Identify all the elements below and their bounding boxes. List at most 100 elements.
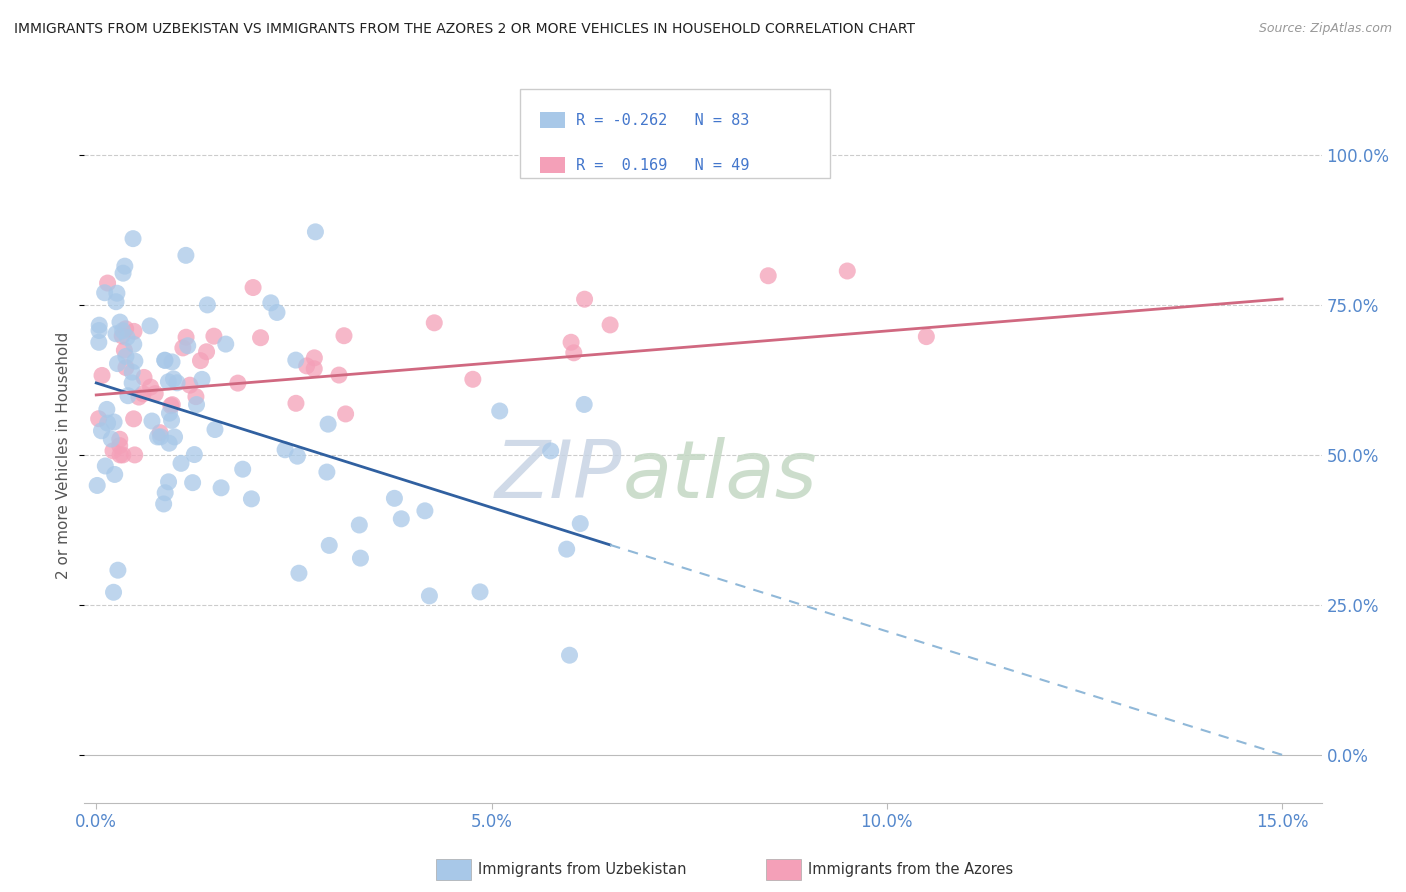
- Point: [160, 399, 183, 413]
- Point: [112, 266, 135, 280]
- Point: [143, 386, 166, 401]
- Point: [240, 491, 263, 506]
- Point: [157, 475, 180, 489]
- Point: [215, 337, 238, 351]
- Text: ZIP: ZIP: [495, 437, 623, 515]
- Point: [107, 357, 129, 371]
- Point: [335, 407, 357, 421]
- Point: [202, 329, 225, 343]
- Point: [555, 542, 578, 557]
- Point: [111, 329, 134, 343]
- Point: [418, 589, 440, 603]
- Point: [569, 516, 592, 531]
- Point: [111, 448, 134, 462]
- Point: [266, 305, 288, 319]
- Point: [124, 448, 146, 462]
- Point: [132, 370, 155, 384]
- Point: [209, 481, 232, 495]
- Point: [112, 343, 135, 358]
- Point: [572, 397, 595, 411]
- Point: [284, 396, 307, 410]
- Point: [461, 372, 484, 386]
- Point: [177, 339, 200, 353]
- Point: [103, 415, 125, 429]
- Point: [423, 316, 446, 330]
- Point: [284, 353, 307, 368]
- Point: [153, 485, 176, 500]
- Point: [242, 280, 264, 294]
- Point: [204, 423, 226, 437]
- Point: [128, 390, 150, 404]
- Point: [121, 376, 143, 390]
- Text: Immigrants from the Azores: Immigrants from the Azores: [808, 863, 1014, 877]
- Point: [274, 442, 297, 457]
- Point: [91, 368, 114, 383]
- Point: [93, 285, 115, 300]
- Point: [181, 475, 204, 490]
- Point: [285, 449, 308, 463]
- Point: [174, 248, 197, 262]
- Point: [160, 355, 183, 369]
- Point: [304, 225, 326, 239]
- Point: [163, 430, 186, 444]
- Point: [146, 430, 169, 444]
- Point: [316, 417, 339, 432]
- Point: [413, 504, 436, 518]
- Point: [124, 354, 146, 368]
- Point: [599, 318, 621, 332]
- Point: [232, 462, 254, 476]
- Point: [162, 372, 184, 386]
- Point: [101, 443, 124, 458]
- Point: [108, 432, 131, 446]
- Text: R = -0.262   N = 83: R = -0.262 N = 83: [576, 113, 749, 128]
- Point: [184, 390, 207, 404]
- Y-axis label: 2 or more Vehicles in Household: 2 or more Vehicles in Household: [56, 331, 72, 579]
- Point: [114, 322, 136, 336]
- Point: [349, 518, 371, 533]
- Text: IMMIGRANTS FROM UZBEKISTAN VS IMMIGRANTS FROM THE AZORES 2 OR MORE VEHICLES IN H: IMMIGRANTS FROM UZBEKISTAN VS IMMIGRANTS…: [14, 22, 915, 37]
- Point: [195, 344, 218, 359]
- Point: [107, 563, 129, 577]
- Point: [122, 232, 145, 246]
- Point: [159, 406, 181, 420]
- Point: [104, 467, 127, 482]
- Point: [260, 296, 283, 310]
- Point: [149, 430, 172, 444]
- Point: [105, 286, 128, 301]
- Point: [837, 264, 859, 278]
- Point: [87, 324, 110, 338]
- Point: [304, 361, 326, 376]
- Point: [384, 491, 406, 506]
- Point: [186, 398, 208, 412]
- Text: Source: ZipAtlas.com: Source: ZipAtlas.com: [1258, 22, 1392, 36]
- Point: [104, 326, 127, 341]
- Point: [100, 432, 122, 446]
- Point: [122, 412, 145, 426]
- Point: [174, 330, 197, 344]
- Text: Immigrants from Uzbekistan: Immigrants from Uzbekistan: [478, 863, 686, 877]
- Point: [162, 398, 184, 412]
- Point: [288, 566, 311, 581]
- Point: [304, 351, 326, 365]
- Point: [87, 335, 110, 350]
- Point: [117, 389, 139, 403]
- Point: [108, 439, 131, 453]
- Point: [295, 359, 318, 373]
- Point: [191, 372, 214, 386]
- Point: [90, 424, 112, 438]
- Point: [468, 585, 491, 599]
- Point: [349, 551, 371, 566]
- Point: [139, 318, 162, 333]
- Point: [108, 315, 131, 329]
- Point: [197, 298, 219, 312]
- Point: [157, 375, 180, 389]
- Point: [328, 368, 350, 382]
- Point: [172, 341, 194, 355]
- Point: [97, 416, 120, 430]
- Point: [139, 380, 162, 394]
- Point: [190, 353, 212, 368]
- Point: [96, 402, 118, 417]
- Point: [97, 276, 120, 290]
- Point: [111, 324, 134, 338]
- Point: [87, 411, 110, 425]
